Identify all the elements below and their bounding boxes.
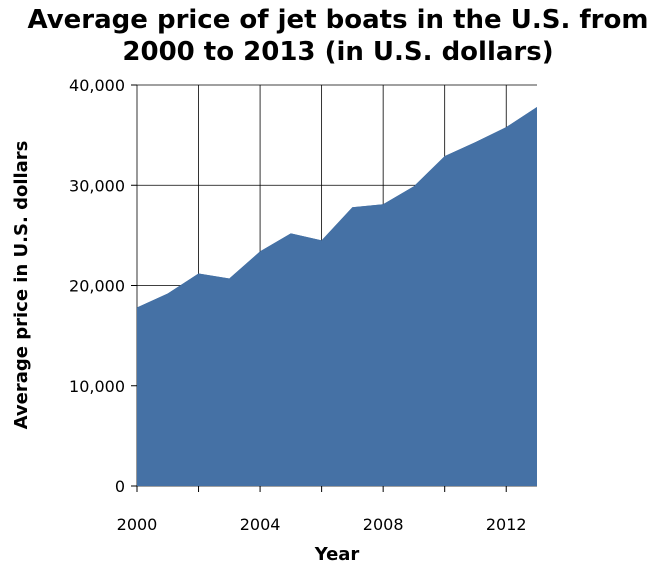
y-tick-label: 20,000: [69, 277, 125, 296]
y-tick-label: 0: [115, 477, 125, 496]
grid-lines: [136, 84, 537, 487]
chart-title-line-1: Average price of jet boats in the U.S. f…: [28, 5, 649, 35]
y-tick-label: 40,000: [69, 76, 125, 95]
x-tick-label: 2004: [240, 515, 281, 534]
x-axis-ticks: 2000 2004 2008 2012: [117, 486, 527, 534]
y-tick-label: 10,000: [69, 377, 125, 396]
y-axis-ticks: 0 10,000 20,000 30,000 40,000: [69, 76, 137, 496]
x-tick-label: 2012: [486, 515, 527, 534]
x-axis-label: Year: [314, 544, 360, 565]
y-tick-label: 30,000: [69, 176, 125, 195]
x-tick-label: 2000: [117, 515, 158, 534]
x-tick-label: 2008: [363, 515, 404, 534]
chart-title-line-2: 2000 to 2013 (in U.S. dollars): [122, 37, 553, 67]
area-fill-overlay: [137, 107, 537, 487]
y-axis-label: Average price in U.S. dollars: [11, 141, 32, 430]
